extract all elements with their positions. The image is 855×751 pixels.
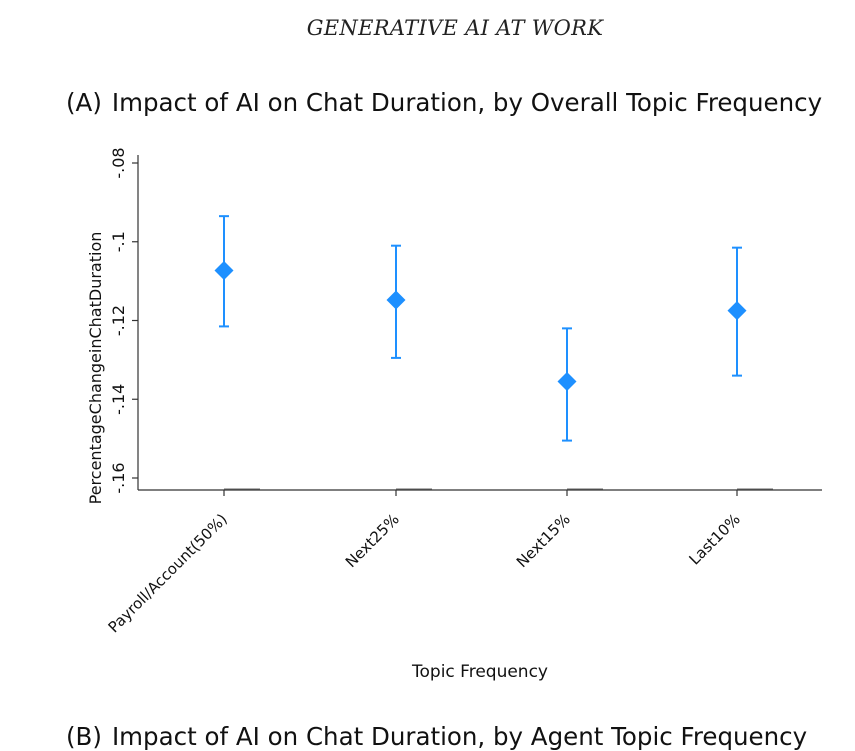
data-point [214, 260, 234, 280]
y-ticks: -.16 -.14 -.12 -.1 -.08 [109, 147, 138, 494]
axes [137, 155, 822, 491]
x-axis-label: Topic Frequency [411, 662, 548, 682]
y-tick-label: -.16 [109, 462, 128, 493]
data-point [386, 290, 406, 310]
panel-a-title: (A) Impact of AI on Chat Duration, by Ove… [66, 88, 822, 117]
panel-b-label: (B) [66, 722, 102, 751]
running-header: GENERATIVE AI AT WORK [306, 16, 604, 40]
x-tick-label: Payroll/Account(50%) [105, 510, 231, 636]
panel-b-title-text: Impact of AI on Chat Duration, by Agent … [111, 722, 808, 751]
panel-a-label: (A) [66, 88, 102, 117]
x-tick-label: Next25% [342, 510, 403, 571]
y-tick-label: -.14 [109, 384, 128, 415]
x-tick-label: Next15% [513, 510, 574, 571]
x-tick-label: Last10% [685, 510, 743, 568]
y-axis-label: PercentageChangeinChatDuration [86, 232, 105, 505]
data-point [727, 301, 747, 321]
y-tick-label: -.1 [109, 231, 128, 252]
y-tick-label: -.08 [109, 147, 128, 178]
data-point [557, 372, 577, 392]
data-points [214, 260, 747, 392]
panel-a-title-text: Impact of AI on Chat Duration, by Overal… [111, 88, 823, 117]
error-bars [219, 215, 742, 442]
y-tick-label: -.12 [109, 305, 128, 336]
panel-b-title: (B) Impact of AI on Chat Duration, by Age… [66, 722, 807, 751]
x-ticks: Payroll/Account(50%) Next25% Next15% Last10… [105, 488, 773, 636]
duration-chart: -.16 -.14 -.12 -.1 -.08 Payroll/Account(50%)… [86, 147, 822, 682]
